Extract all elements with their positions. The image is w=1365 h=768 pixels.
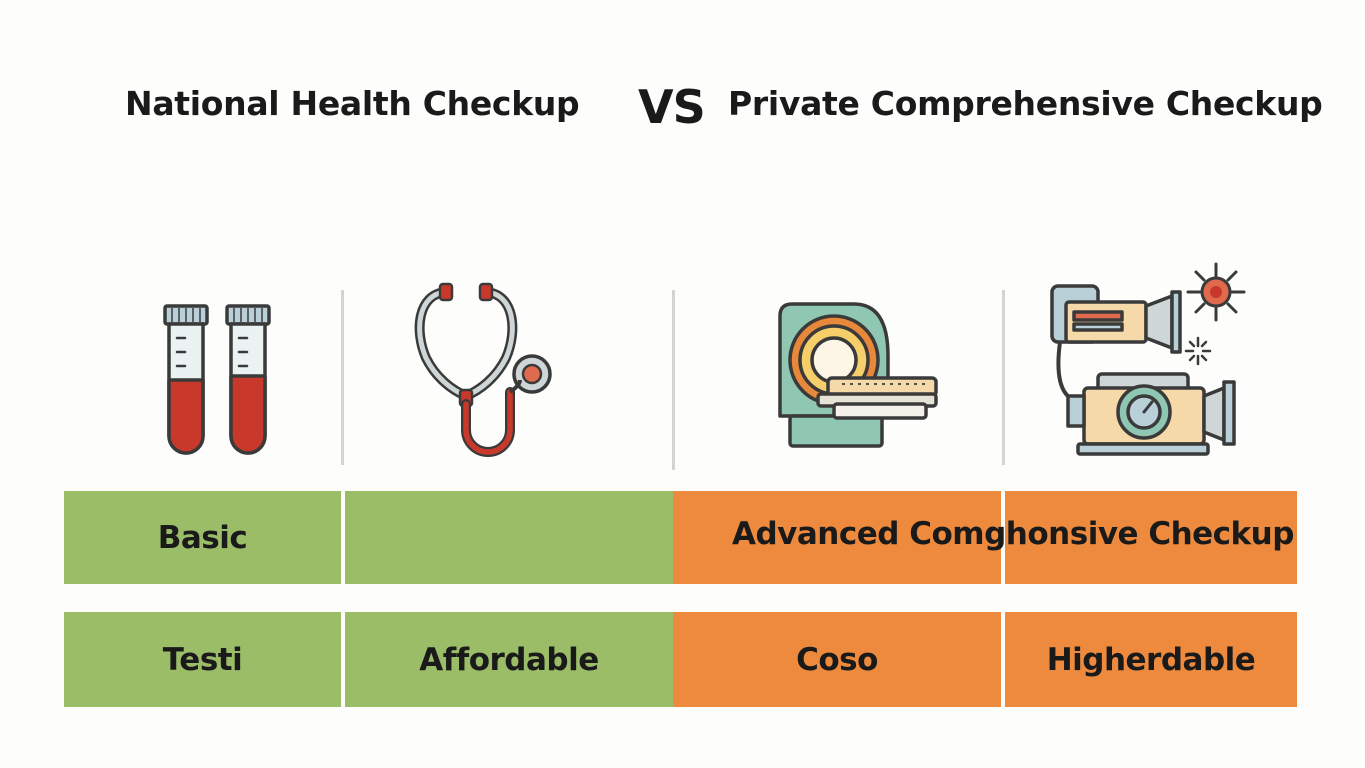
tests-cell: Testi <box>64 612 341 707</box>
test-tubes-icon <box>163 304 271 455</box>
cost-label: Coso <box>796 641 878 678</box>
vs-label: VS <box>638 80 706 134</box>
mri-scanner-icon <box>778 302 938 448</box>
basic-label: Basic <box>157 519 248 556</box>
cost-cell: Coso <box>673 612 1001 707</box>
divider-2 <box>672 290 675 470</box>
medical-equipment-icon <box>1050 262 1246 456</box>
private-cell-1 <box>673 491 1001 584</box>
basic-cell: Basic <box>64 491 341 584</box>
affordable-label: Affordable <box>419 641 599 678</box>
private-checkup-title: Private Comprehensive Checkup <box>728 84 1323 123</box>
higher-label: Higherdable <box>1046 641 1256 678</box>
divider-3 <box>1002 290 1005 465</box>
private-cell-2 <box>1005 491 1297 584</box>
advanced-checkup-label: Advanced Comghonsive Checkup <box>732 516 1294 552</box>
stethoscope-icon <box>414 282 552 457</box>
tests-label: Testi <box>162 641 243 678</box>
affordable-cell: Affordable <box>345 612 673 707</box>
higher-cell: Higherdable <box>1005 612 1297 707</box>
divider-1 <box>341 290 344 465</box>
national-checkup-title: National Health Checkup <box>125 84 580 123</box>
national-empty-cell <box>345 491 673 584</box>
